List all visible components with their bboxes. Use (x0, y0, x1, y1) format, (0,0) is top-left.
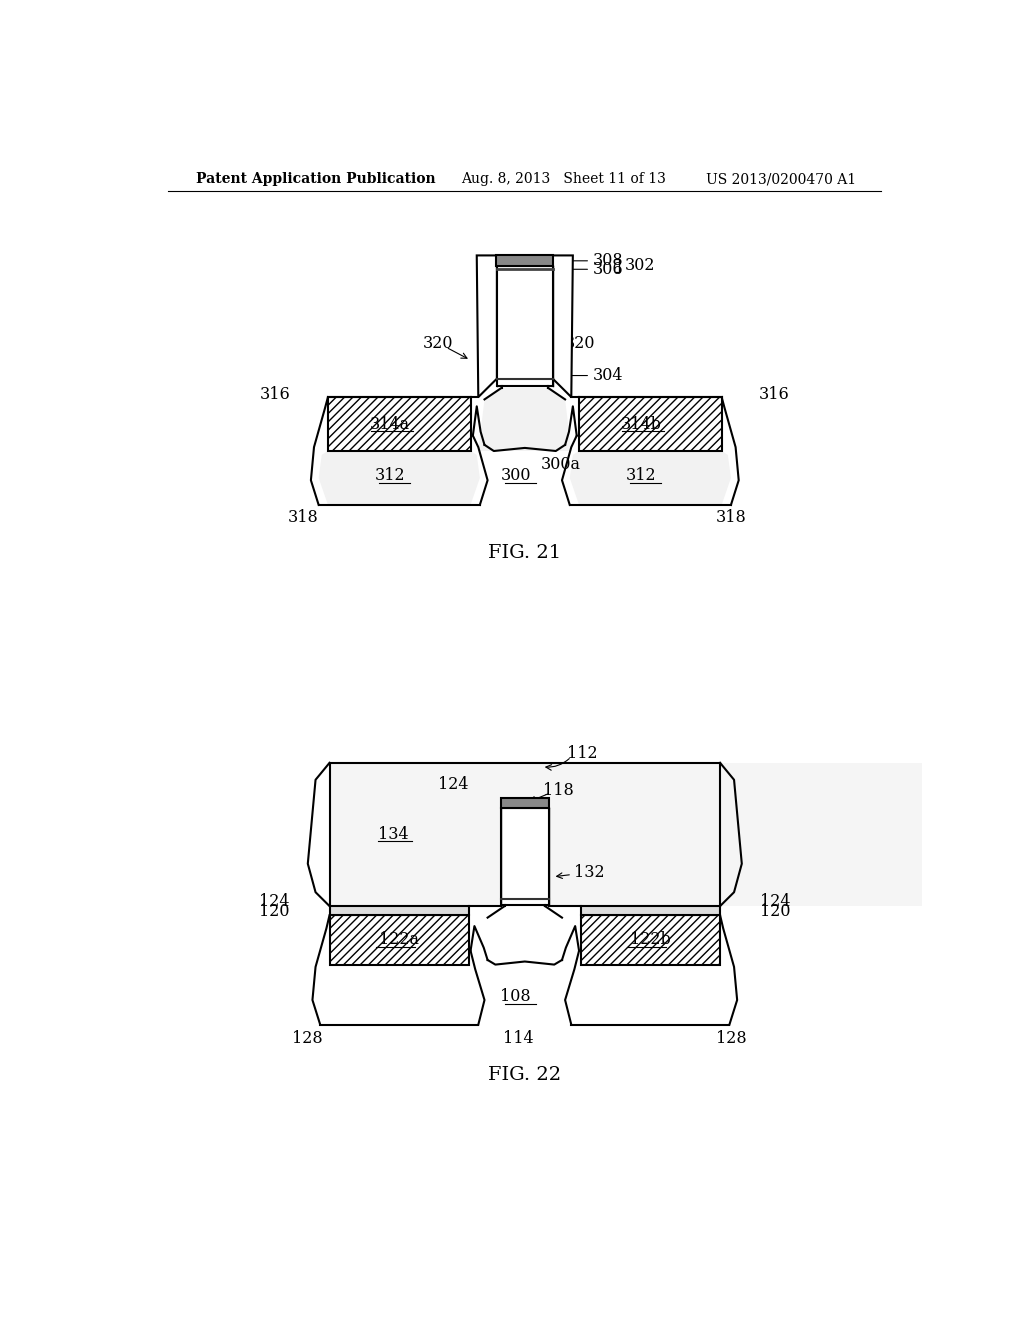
Text: 120: 120 (761, 903, 791, 920)
Bar (501, 799, 549, 808)
Text: 120: 120 (259, 903, 289, 920)
Text: 128: 128 (293, 1030, 324, 1047)
Bar (501, 808, 549, 904)
Text: 124: 124 (259, 892, 289, 909)
Polygon shape (478, 388, 571, 451)
Polygon shape (581, 906, 720, 915)
Text: 114: 114 (503, 1030, 534, 1047)
Text: 314a: 314a (370, 416, 410, 433)
Bar (330, 763, 922, 906)
Bar (497, 267, 553, 387)
Text: 116: 116 (500, 845, 530, 862)
Text: 312: 312 (375, 467, 406, 484)
Text: 128: 128 (716, 1030, 746, 1047)
Text: 118: 118 (543, 781, 573, 799)
Text: US 2013/0200470 A1: US 2013/0200470 A1 (707, 172, 856, 186)
Polygon shape (579, 397, 722, 451)
Polygon shape (328, 397, 471, 451)
Text: 132: 132 (573, 865, 604, 882)
Text: 320: 320 (423, 335, 454, 351)
Polygon shape (477, 256, 497, 397)
Text: 318: 318 (288, 510, 318, 527)
Text: 108: 108 (500, 989, 530, 1006)
Text: 300: 300 (501, 467, 530, 484)
Text: 320: 320 (565, 335, 596, 351)
Text: 122b: 122b (630, 932, 671, 949)
Text: 316: 316 (759, 385, 790, 403)
Text: 300a: 300a (541, 457, 581, 474)
Text: 124: 124 (437, 776, 468, 793)
Text: 122a: 122a (379, 932, 419, 949)
Text: 318: 318 (716, 510, 746, 527)
Text: 112: 112 (567, 744, 598, 762)
Polygon shape (569, 451, 731, 506)
Text: 312: 312 (626, 467, 656, 484)
Text: FIG. 21: FIG. 21 (488, 544, 561, 561)
Text: 134: 134 (378, 826, 409, 843)
Text: 124: 124 (761, 892, 791, 909)
Text: 304: 304 (557, 367, 624, 384)
Text: Patent Application Publication: Patent Application Publication (197, 172, 436, 186)
Text: 302: 302 (625, 257, 655, 275)
Bar (496, 256, 554, 267)
Text: 306: 306 (557, 261, 624, 277)
Text: Aug. 8, 2013   Sheet 11 of 13: Aug. 8, 2013 Sheet 11 of 13 (461, 172, 667, 186)
Text: 314b: 314b (621, 416, 662, 433)
Text: 316: 316 (260, 385, 291, 403)
Polygon shape (330, 906, 469, 915)
Polygon shape (553, 256, 572, 397)
Polygon shape (581, 915, 720, 965)
Polygon shape (330, 915, 469, 965)
Text: FIG. 22: FIG. 22 (488, 1065, 561, 1084)
Polygon shape (318, 451, 480, 506)
Text: 308: 308 (557, 252, 624, 269)
